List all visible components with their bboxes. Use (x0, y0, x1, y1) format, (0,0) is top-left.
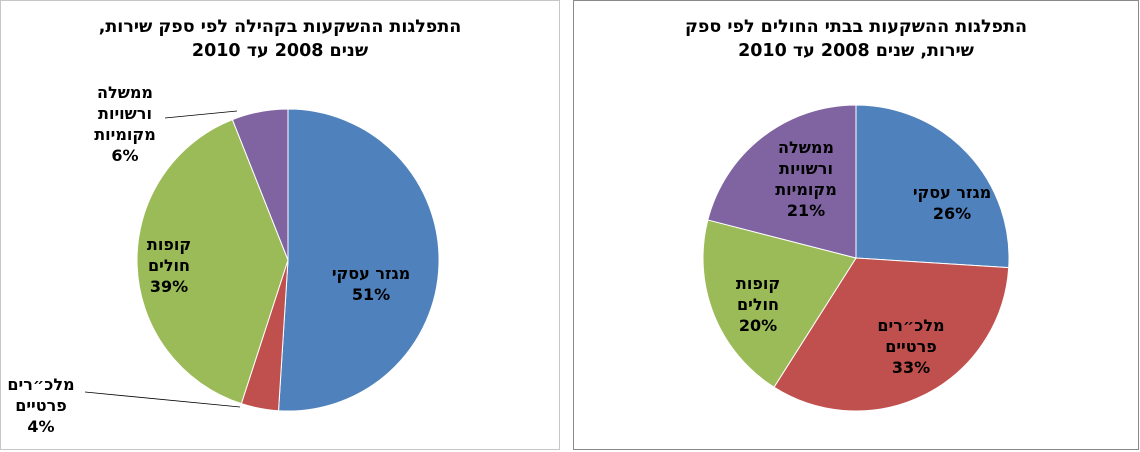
leader-line (84, 391, 241, 408)
slice-label: ממשלה ורשויות מקומיות 21% (775, 138, 837, 220)
slice-label: מלכ״רים פרטיים 33% (877, 316, 944, 377)
slice-name: קופות (736, 274, 780, 293)
pie-slice (773, 257, 1010, 412)
slice-name: פרטיים (15, 396, 67, 415)
slice-name: מגזר עסקי (913, 183, 991, 202)
slice-percent: 20% (739, 316, 777, 335)
slice-name: מלכ״רים (877, 316, 944, 335)
slice-percent: 51% (352, 285, 390, 304)
slice-label: מגזר עסקי 26% (913, 183, 991, 223)
chart-title-line: שירות, שנים 2008 עד 2010 (738, 41, 974, 61)
pie-chart-community: מגזר עסקי 51% מלכ״רים פרטיים 4% קופות חולים 39%… (7, 83, 440, 436)
chart-title-line: שנים 2008 עד 2010 (191, 41, 369, 61)
slice-name: מקומיות (94, 125, 156, 144)
pie-slice (231, 108, 289, 261)
slice-percent: 21% (787, 201, 825, 220)
slice-name: פרטיים (885, 337, 937, 356)
slice-name: ורשויות (779, 159, 833, 178)
slice-name: ממשלה (97, 83, 153, 102)
chart-title-hospitals: התפלגות ההשקעות בבתי החולים לפי ספק שירו… (574, 15, 1138, 63)
slice-percent: 39% (150, 277, 188, 296)
chart-panel-community: התפלגות ההשקעות בקהילה לפי ספק שירות, שנ… (0, 0, 560, 450)
pie-slice (702, 219, 857, 388)
slice-name: ורשויות (98, 104, 152, 123)
chart-title-community: התפלגות ההשקעות בקהילה לפי ספק שירות, שנ… (1, 15, 559, 63)
pie-slice (277, 108, 440, 412)
slice-name: קופות (147, 235, 191, 254)
chart-panel-hospitals: התפלגות ההשקעות בבתי החולים לפי ספק שירו… (573, 0, 1139, 450)
slice-label: מגזר עסקי 51% (332, 264, 410, 304)
slice-name: ממשלה (778, 138, 834, 157)
pie-slice (136, 118, 289, 405)
slice-percent: 6% (111, 146, 138, 165)
pie-slice (855, 104, 1010, 269)
slice-name: חולים (737, 295, 779, 314)
slice-label: קופות חולים 39% (147, 235, 191, 296)
chart-title-line: התפלגות ההשקעות בקהילה לפי ספק שירות, (98, 17, 462, 37)
slice-percent: 26% (933, 204, 971, 223)
slice-name: מקומיות (775, 180, 837, 199)
slice-label: קופות חולים 20% (736, 274, 780, 335)
slice-percent: 4% (27, 417, 54, 436)
slice-name: מגזר עסקי (332, 264, 410, 283)
chart-title-line: התפלגות ההשקעות בבתי החולים לפי ספק (684, 17, 1028, 37)
pie-chart-hospitals: מגזר עסקי 26% מלכ״רים פרטיים 33% קופות חולים 20… (702, 104, 1010, 412)
slice-percent: 33% (892, 358, 930, 377)
pie-slice (707, 104, 857, 259)
slice-name: מלכ״רים (7, 375, 74, 394)
slice-label: ממשלה ורשויות מקומיות 6% (94, 83, 156, 165)
leader-line (164, 110, 238, 119)
slice-name: חולים (148, 256, 190, 275)
slice-label: מלכ״רים פרטיים 4% (7, 375, 74, 436)
